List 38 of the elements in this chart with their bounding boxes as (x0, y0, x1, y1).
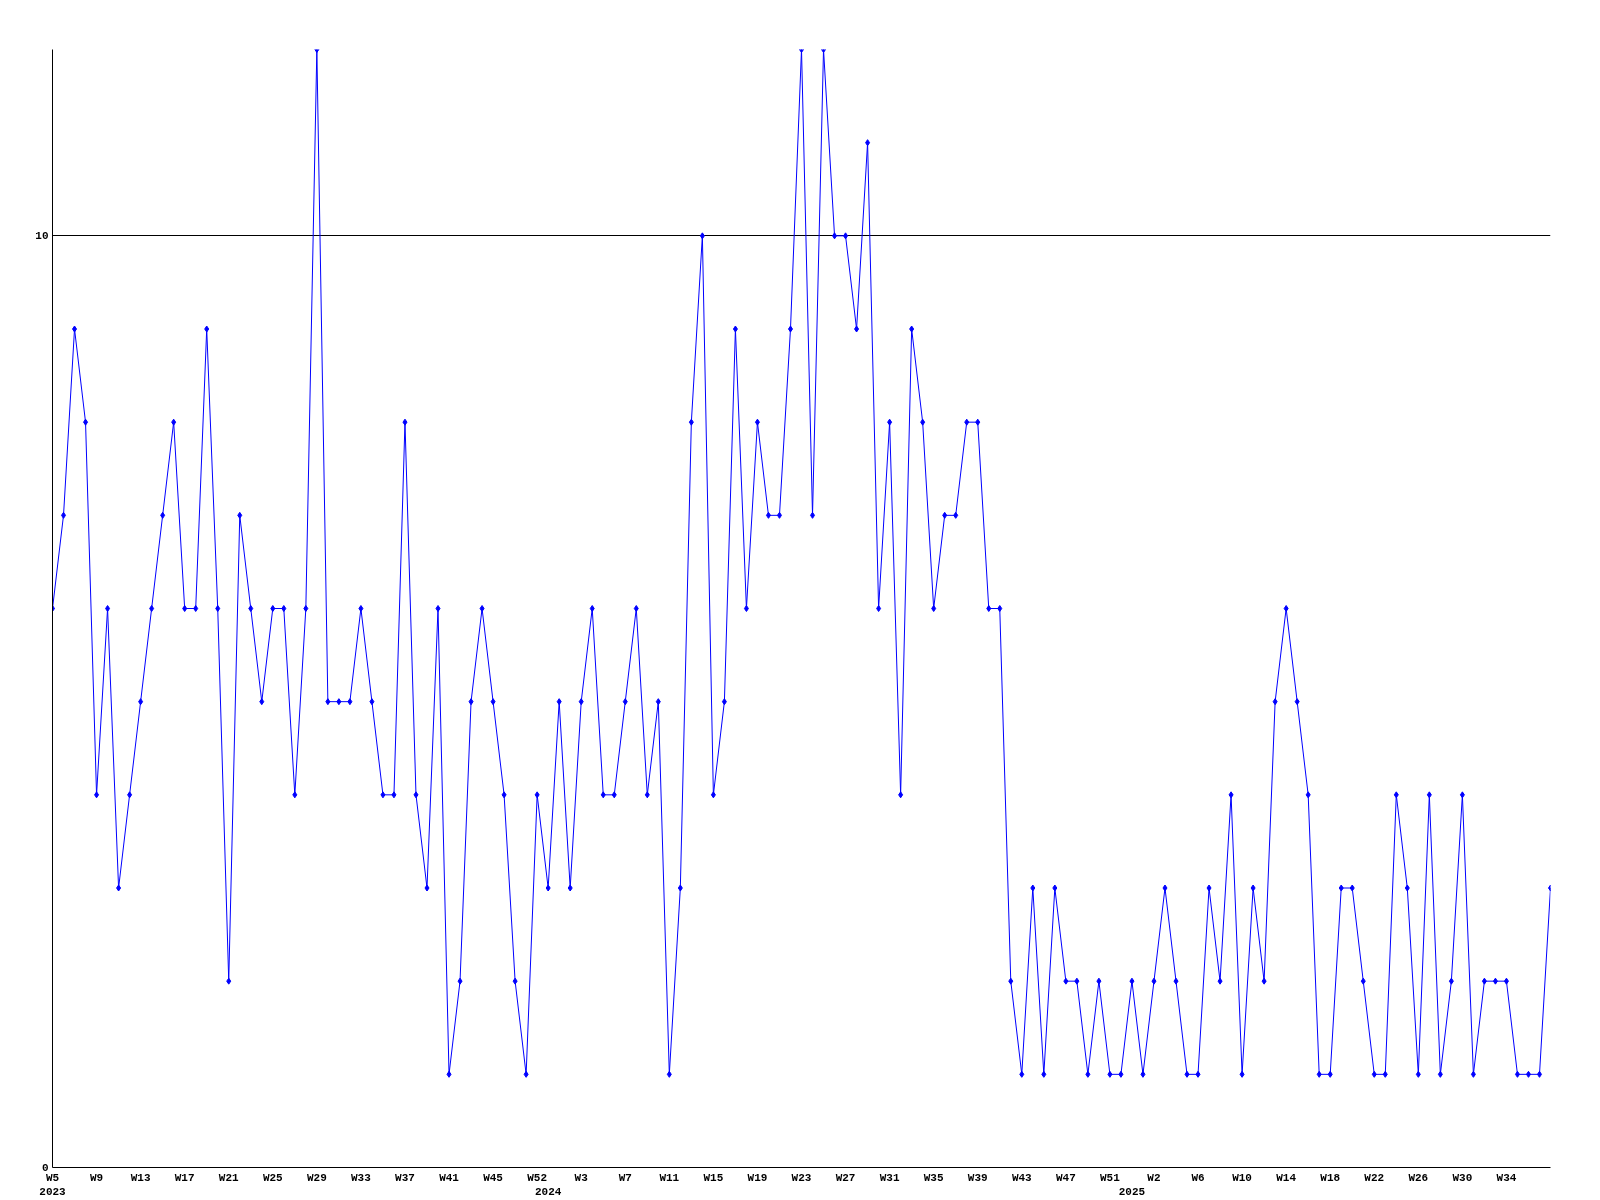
x-tick-label: 2025 (1118, 1185, 1146, 1198)
x-tick-label: W31 (879, 1171, 900, 1184)
x-tick-label: W45 (483, 1171, 504, 1184)
x-tick-label: W34 (1496, 1171, 1517, 1184)
x-tick-label: W25 (262, 1171, 284, 1184)
x-tick-label: W23 (791, 1171, 812, 1184)
x-tick-label: W27 (835, 1171, 856, 1184)
x-tick-label: W10 (1232, 1171, 1252, 1184)
x-tick-label: W43 (1011, 1171, 1033, 1184)
x-tick-label: W2 (1147, 1171, 1161, 1184)
x-tick-label: W9 (89, 1171, 104, 1184)
x-tick-label: W13 (130, 1171, 151, 1184)
x-tick-label: W52 (527, 1171, 548, 1184)
x-tick-label: W51 (1100, 1171, 1121, 1184)
x-tick-label: W37 (395, 1171, 415, 1184)
x-tick-label: W3 (574, 1171, 589, 1184)
x-tick-label: W21 (218, 1171, 240, 1184)
x-tick-label: W26 (1408, 1171, 1429, 1184)
y-tick-label: 10 (35, 230, 49, 243)
x-tick-label: W30 (1452, 1171, 1473, 1184)
x-tick-label: W35 (923, 1171, 944, 1184)
x-tick-label: W39 (967, 1171, 988, 1184)
x-tick-label: W29 (306, 1171, 327, 1184)
x-tick-label: W6 (1191, 1171, 1205, 1184)
x-tick-label: W14 (1276, 1171, 1297, 1184)
x-tick-label: W7 (618, 1171, 632, 1184)
x-tick-label: W5 2023 (39, 1171, 67, 1198)
x-tick-label: W19 (747, 1171, 768, 1184)
x-tick-label: W17 (174, 1171, 195, 1184)
x-tick-label: W47 (1055, 1171, 1076, 1184)
x-tick-label: W41 (439, 1171, 460, 1184)
x-tick-label: W18 (1320, 1171, 1341, 1184)
x-tick-label: 2024 (534, 1185, 562, 1198)
x-tick-label: W22 (1364, 1171, 1385, 1184)
y-tick-label: 0 (41, 1162, 49, 1174)
x-tick-label: W15 (703, 1171, 724, 1184)
x-tick-label: W33 (351, 1171, 372, 1184)
x-tick-label: W11 (659, 1171, 680, 1184)
